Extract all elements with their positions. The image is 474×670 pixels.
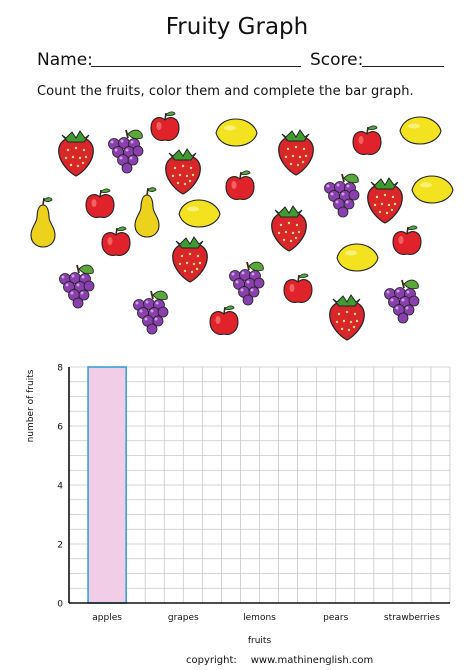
apple-icon <box>85 188 115 219</box>
strawberry-icon <box>271 205 307 252</box>
apple-icon <box>225 170 255 201</box>
apple-icon <box>392 225 422 256</box>
x-tick-label: strawberries <box>384 613 440 623</box>
strawberry-icon <box>165 148 201 195</box>
strawberry-icon <box>278 129 314 176</box>
y-tick-label: 2 <box>57 541 63 551</box>
apple-icon <box>150 111 180 142</box>
x-tick-label: apples <box>92 613 122 623</box>
name-label: Name: <box>37 50 93 70</box>
copyright-label: copyright: <box>186 655 237 666</box>
y-tick-label: 0 <box>57 600 63 610</box>
x-axis-title: fruits <box>248 636 272 646</box>
instruction-text: Count the fruits, color them and complet… <box>37 84 414 99</box>
apple-icon <box>209 305 239 336</box>
grape-icon <box>107 129 144 174</box>
score-field[interactable] <box>362 66 444 67</box>
bar-graph: apples grapes lemons pears strawberries 0 2 4 6 8… <box>26 364 451 646</box>
name-field[interactable] <box>91 66 301 67</box>
apple-icon <box>101 226 131 257</box>
grape-icon <box>132 290 169 335</box>
y-tick-label: 8 <box>57 364 63 374</box>
apple-icon <box>283 273 313 304</box>
grape-icon <box>58 264 95 309</box>
y-tick-label: 6 <box>57 423 63 433</box>
site-link[interactable]: www.mathinenglish.com <box>250 655 374 666</box>
lemon-icon <box>399 116 442 145</box>
x-tick-label: pears <box>323 613 348 623</box>
strawberry-icon <box>172 236 208 283</box>
x-tick-label: grapes <box>168 613 199 623</box>
pear-icon <box>30 196 56 248</box>
y-tick-label: 4 <box>57 482 63 492</box>
grape-icon <box>323 173 360 218</box>
lemon-icon <box>215 118 258 147</box>
score-label: Score: <box>310 50 364 70</box>
lemon-icon <box>411 175 454 204</box>
grape-icon <box>228 261 265 306</box>
strawberry-icon <box>58 130 94 177</box>
fruit-illustrations <box>30 111 454 341</box>
pear-icon <box>134 186 160 238</box>
copyright-footer: copyright: www.mathinenglish.com <box>186 655 373 666</box>
lemon-icon <box>178 199 221 228</box>
x-tick-label: lemons <box>243 613 276 623</box>
bar-apples <box>87 366 127 604</box>
strawberry-icon <box>367 177 403 224</box>
grape-icon <box>383 279 420 324</box>
worksheet-title: Fruity Graph <box>165 14 309 40</box>
lemon-icon <box>336 243 379 272</box>
strawberry-icon <box>329 294 365 341</box>
apple-icon <box>352 125 382 156</box>
y-axis-title: number of fruits <box>26 369 36 442</box>
